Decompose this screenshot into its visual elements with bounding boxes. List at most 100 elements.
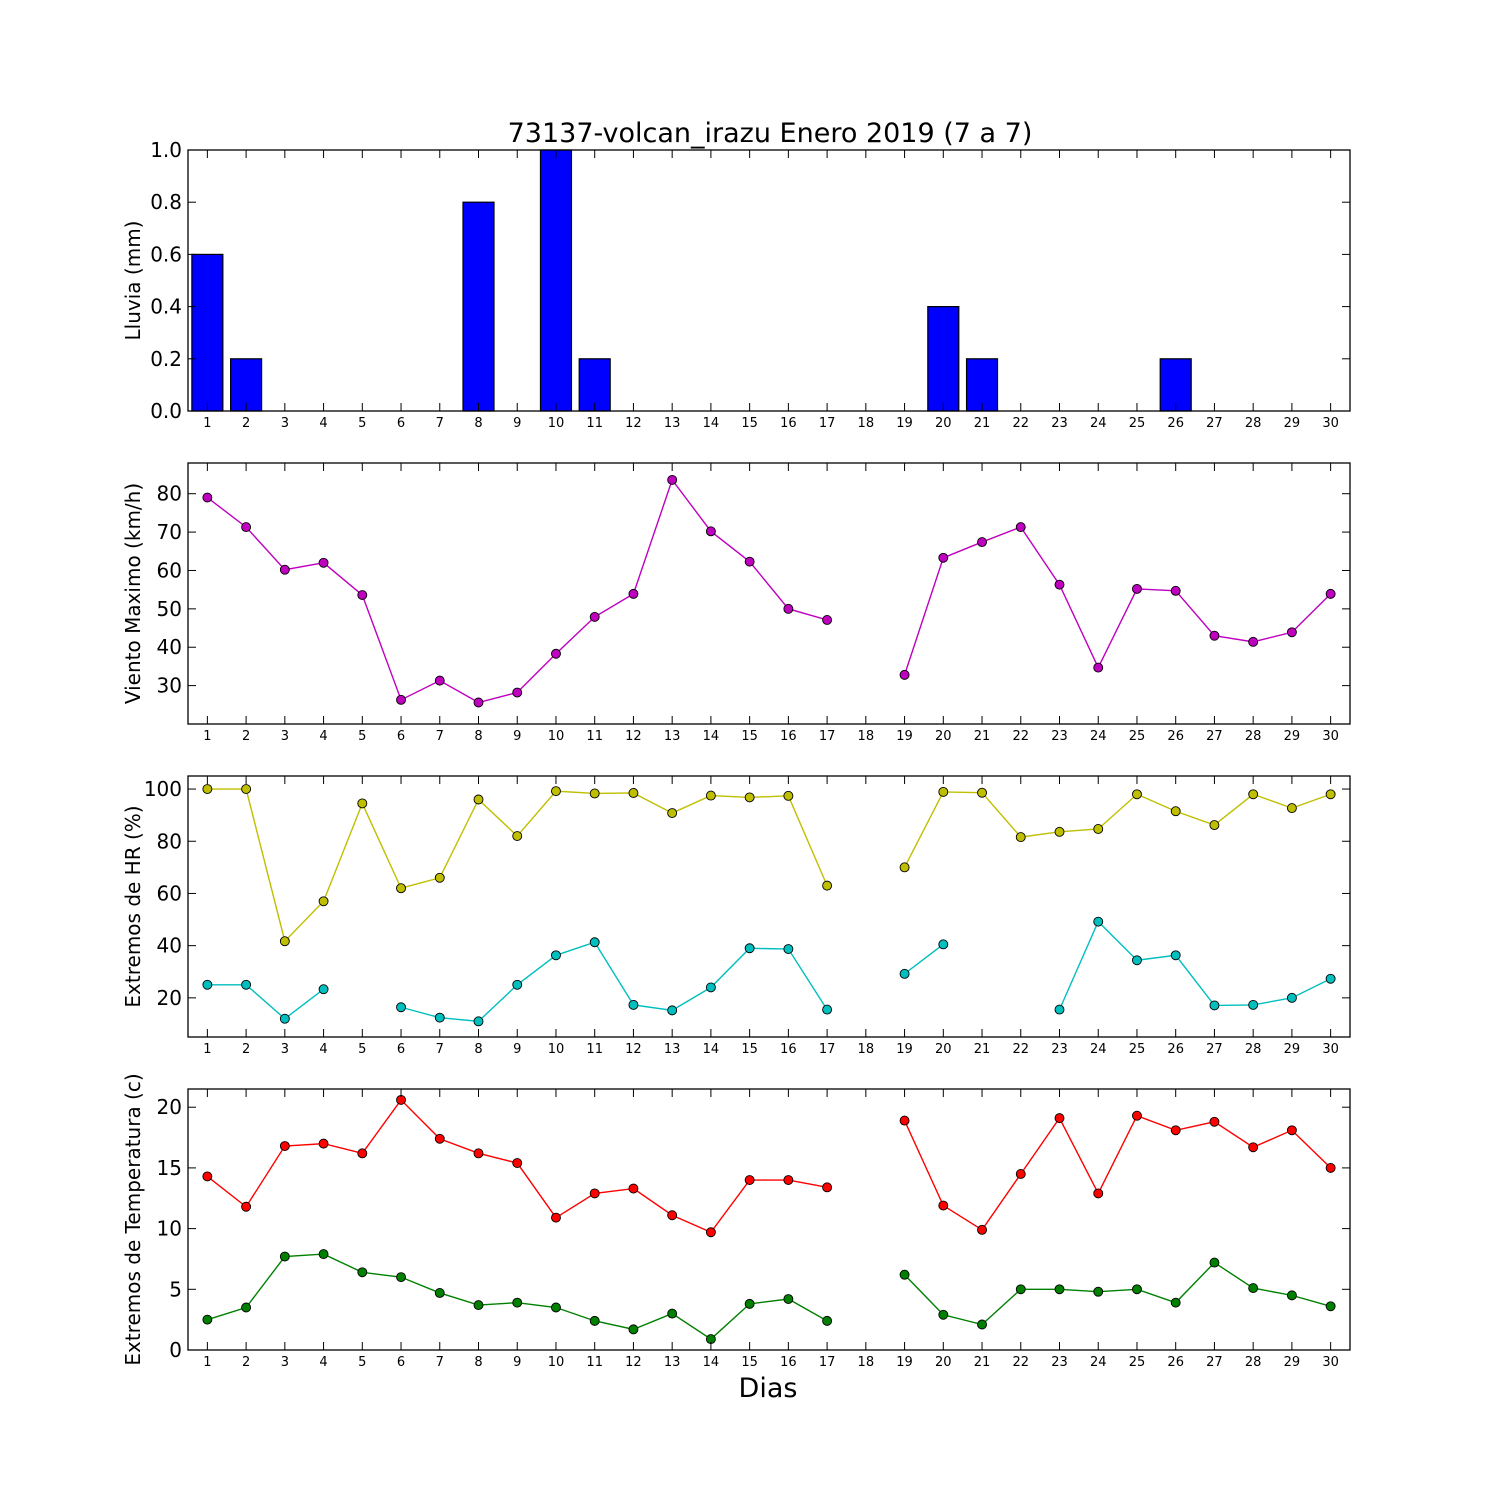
temp-max-point-day-21: [977, 1224, 987, 1235]
x-tick-label: 23: [1051, 416, 1068, 431]
wind-line: [206, 478, 828, 704]
x-tick-label: 4: [319, 416, 327, 431]
hr-min-point-day-13: [667, 1005, 678, 1016]
temp-min-point-day-22: [1015, 1284, 1026, 1295]
wind-point-day-27: [1209, 630, 1220, 641]
temp-max-point-day-8: [473, 1148, 484, 1159]
temp-max-point-day-5: [357, 1148, 368, 1159]
x-tick-label: 3: [281, 1355, 289, 1370]
bar-day-1: [191, 253, 224, 412]
wind-point-day-17: [822, 615, 833, 625]
rain-panel: 0.00.20.40.60.81.01 2 3 4 5 6 7 8 9 10 11 12 13 14 15 1…: [121, 138, 1351, 431]
hr-max-point-day-1: [202, 784, 213, 794]
hr-min-point-day-9: [512, 979, 523, 990]
temp-max-point-day-25: [1132, 1110, 1142, 1121]
x-tick-label: 27: [1206, 729, 1223, 744]
hr-min-line: [207, 984, 324, 1020]
hr-min-point-day-10: [551, 950, 561, 961]
x-tick-label: 20: [935, 416, 952, 431]
x-tick-label: 3: [281, 416, 289, 431]
temp-min-point-day-6: [396, 1272, 406, 1283]
x-tick-label: 9: [513, 416, 521, 431]
x-tick-label: 29: [1284, 1355, 1301, 1370]
x-tick-label: 19: [896, 1042, 913, 1057]
temp-max-point-day-16: [783, 1175, 794, 1185]
axes-frame: [187, 462, 1351, 725]
temp-max-point-day-26: [1170, 1125, 1181, 1136]
x-tick-label: 5: [358, 416, 366, 431]
temp-max-point-day-12: [628, 1183, 639, 1194]
temp-max-point-day-22: [1015, 1169, 1026, 1179]
x-tick-label: 29: [1284, 729, 1301, 744]
hr-max-point-day-15: [744, 792, 755, 803]
hr-max-point-day-8: [473, 794, 484, 805]
wind-point-day-20: [938, 552, 949, 563]
x-tick-label: 10: [548, 416, 565, 431]
bar-day-11: [578, 358, 611, 412]
x-tick-label: 1: [203, 416, 211, 431]
temp-min-point-day-15: [744, 1298, 755, 1309]
x-tick-label: 13: [664, 1355, 681, 1370]
x-tick-label: 6: [397, 416, 405, 431]
x-tick-label: 19: [896, 729, 913, 744]
hr-max-point-day-7: [434, 872, 445, 883]
x-tick-label: 26: [1167, 1355, 1184, 1370]
temp-max-point-day-2: [241, 1201, 252, 1212]
x-tick-label: 28: [1245, 729, 1262, 744]
temp-min-point-day-2: [241, 1302, 252, 1313]
temp-min-point-day-29: [1286, 1290, 1297, 1301]
wind-point-day-7: [434, 675, 445, 686]
hr-min-point-day-23: [1054, 1004, 1065, 1015]
wind-point-day-26: [1170, 585, 1181, 596]
temp-max-point-day-13: [667, 1210, 678, 1221]
x-tick-label: 27: [1206, 1042, 1223, 1057]
hr-min-point-day-1: [202, 979, 213, 990]
temp-min-point-day-4: [318, 1249, 329, 1260]
wind-point-day-9: [512, 687, 523, 698]
hr-max-point-day-13: [667, 808, 678, 819]
hr-min-point-day-24: [1093, 916, 1104, 927]
axes-frame: [187, 149, 1351, 412]
wind-point-day-12: [628, 588, 639, 599]
x-tick-label: 25: [1129, 729, 1146, 744]
y-tick-label: 100: [144, 777, 182, 801]
x-tick-label: 2: [242, 1042, 250, 1057]
x-tick-label: 21: [974, 729, 991, 744]
x-tick-label: 10: [548, 1355, 565, 1370]
x-tick-label: 22: [1012, 416, 1029, 431]
hr-min-point-day-14: [705, 982, 716, 993]
x-tick-label: 25: [1129, 416, 1146, 431]
temp-max-point-day-9: [512, 1158, 523, 1169]
hr-min-point-day-19: [899, 968, 910, 979]
axes-frame: [187, 775, 1351, 1038]
y-tick-label: 80: [157, 829, 182, 853]
x-tick-label: 9: [513, 729, 521, 744]
x-tick-label: 2: [242, 1355, 250, 1370]
x-tick-label: 5: [358, 729, 366, 744]
x-tick-label: 17: [819, 729, 836, 744]
x-tick-label: 23: [1051, 729, 1068, 744]
wind-point-day-4: [318, 557, 329, 568]
hr-min-point-day-25: [1132, 955, 1142, 966]
hr-min-point-day-8: [473, 1016, 484, 1027]
temp-max-point-day-10: [551, 1212, 561, 1223]
y-tick-label: 5: [169, 1277, 182, 1301]
wind-point-day-5: [357, 590, 368, 600]
x-tick-label: 19: [896, 416, 913, 431]
x-tick-label: 4: [319, 1355, 327, 1370]
x-tick-label: 11: [586, 1042, 603, 1057]
hr-min-point-day-11: [589, 937, 600, 948]
temp-max-point-day-27: [1209, 1116, 1220, 1127]
hr-min-point-day-17: [822, 1004, 833, 1015]
x-tick-label: 18: [858, 416, 875, 431]
x-tick-label: 7: [436, 1042, 444, 1057]
x-tick-label: 6: [397, 1042, 405, 1057]
temp-min-line: [904, 1261, 1331, 1326]
wind-point-day-6: [396, 694, 406, 705]
y-tick-label: 70: [157, 520, 182, 544]
x-tick-label: 22: [1012, 729, 1029, 744]
hr-max-point-day-3: [279, 936, 290, 947]
x-tick-label: 3: [281, 1042, 289, 1057]
